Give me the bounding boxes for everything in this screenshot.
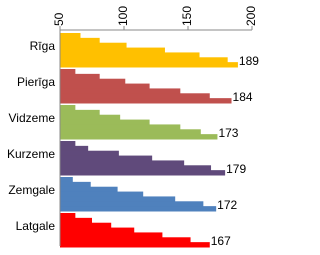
step-bar bbox=[60, 196, 176, 202]
category-label: Vidzeme bbox=[9, 111, 56, 125]
step-bar bbox=[60, 52, 200, 58]
category-label: Kurzeme bbox=[7, 147, 55, 161]
x-tick-label: 50 bbox=[52, 12, 66, 26]
step-bar bbox=[60, 73, 100, 80]
step-bar bbox=[60, 160, 185, 166]
step-bar bbox=[60, 242, 210, 248]
step-bar bbox=[60, 88, 181, 94]
step-bar bbox=[60, 227, 135, 233]
value-label: 179 bbox=[226, 162, 246, 176]
step-bar bbox=[60, 201, 204, 207]
step-bar bbox=[60, 181, 91, 188]
step-bar bbox=[60, 109, 100, 116]
value-label: 167 bbox=[211, 234, 231, 248]
step-bar bbox=[60, 33, 81, 39]
step-bar bbox=[60, 105, 76, 111]
step-bar bbox=[60, 78, 126, 85]
category-label: Rīga bbox=[30, 39, 56, 53]
step-bar bbox=[60, 69, 76, 75]
step-bar bbox=[60, 124, 181, 130]
step-bar bbox=[60, 177, 73, 183]
step-bar bbox=[60, 191, 144, 197]
step-bar bbox=[60, 62, 238, 68]
step-bar bbox=[60, 141, 76, 147]
step-bar bbox=[60, 47, 165, 53]
step-bar bbox=[60, 217, 92, 224]
step-bar bbox=[60, 93, 210, 99]
value-label: 189 bbox=[239, 54, 259, 68]
step-bar bbox=[60, 98, 232, 104]
step-bar bbox=[60, 145, 89, 152]
value-label: 173 bbox=[218, 126, 238, 140]
step-bar bbox=[60, 129, 201, 135]
category-label: Latgale bbox=[16, 219, 56, 233]
value-label: 172 bbox=[217, 198, 237, 212]
x-tick-label: 150 bbox=[180, 6, 194, 26]
step-bar bbox=[60, 170, 226, 176]
chart: Rīga 189 Pierīga 184 Vidzeme 173 Kurzeme 179 Zem… bbox=[7, 6, 259, 249]
step-bar bbox=[60, 119, 150, 125]
step-bar bbox=[60, 37, 100, 44]
category-label: Pierīga bbox=[17, 75, 55, 89]
step-bar bbox=[60, 186, 118, 193]
x-tick-label: 100 bbox=[116, 6, 130, 26]
step-bar bbox=[60, 232, 163, 238]
step-bar bbox=[60, 150, 119, 157]
step-bar bbox=[60, 42, 127, 49]
step-bar bbox=[60, 165, 212, 171]
step-bar bbox=[60, 155, 153, 161]
step-bar bbox=[60, 57, 228, 63]
step-bar bbox=[60, 114, 121, 121]
step-bar bbox=[60, 83, 150, 89]
category-label: Zemgale bbox=[8, 183, 55, 197]
x-tick-label: 200 bbox=[244, 6, 258, 26]
step-bar bbox=[60, 237, 191, 243]
step-bar bbox=[60, 134, 218, 140]
step-bar bbox=[60, 222, 112, 229]
step-bar bbox=[60, 206, 217, 212]
step-bar bbox=[60, 213, 76, 219]
value-label: 184 bbox=[233, 90, 253, 104]
